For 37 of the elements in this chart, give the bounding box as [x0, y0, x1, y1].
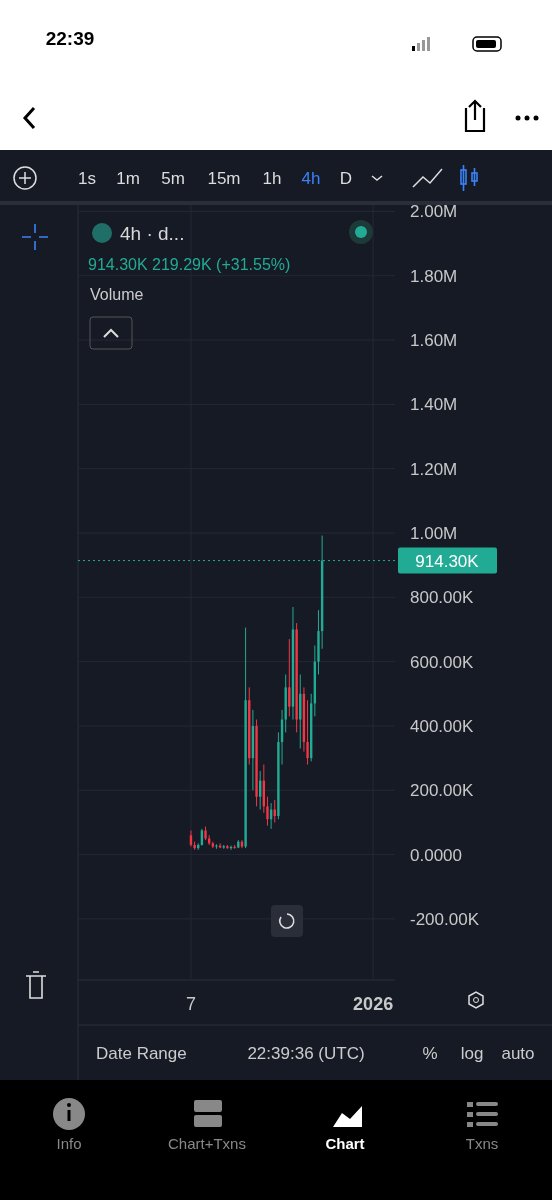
text: 914.30K 219.29K (+31.55%) — [88, 256, 291, 273]
x-tick-label: 7 — [185, 994, 196, 1014]
y-tick-label: 200.00K — [410, 781, 474, 801]
text: 5m — [161, 169, 185, 188]
text: 22:39 — [45, 28, 95, 49]
text: Info — [56, 1135, 82, 1152]
text: 1m — [116, 169, 140, 188]
y-tick-label: 1.80M — [410, 266, 458, 286]
y-tick-label: -200.00K — [410, 909, 480, 929]
text: 22:39:36 (UTC) — [247, 1044, 365, 1063]
text: 4h · d... — [120, 223, 185, 244]
y-tick-label: 800.00K — [410, 588, 474, 608]
candlestick — [288, 638, 291, 717]
y-tick-label: 1.60M — [410, 331, 458, 351]
text: log — [460, 1044, 484, 1063]
text: auto — [501, 1044, 535, 1063]
y-tick-label: 0.0000 — [410, 845, 462, 865]
y-tick-label: 1.20M — [410, 459, 458, 479]
text: % — [422, 1044, 438, 1063]
text: Txns — [465, 1135, 499, 1152]
y-tick-label: 1.40M — [410, 395, 458, 415]
text: Date Range — [96, 1044, 187, 1063]
text: Chart+Txns — [168, 1135, 246, 1152]
annotation: Volume — [90, 286, 144, 303]
y-tick-label: 400.00K — [410, 716, 474, 736]
y-tick-label: 1.00M — [410, 523, 458, 543]
text: 1h — [262, 169, 282, 188]
text: D — [339, 169, 353, 188]
text: Chart — [325, 1135, 365, 1152]
text: 4h — [301, 169, 321, 188]
y-tick-label: 600.00K — [410, 652, 474, 672]
text: 1s — [78, 169, 96, 188]
candlestick — [266, 796, 269, 827]
text: 15m — [207, 169, 241, 188]
ref-line-label: 914.30K — [415, 551, 480, 571]
y-tick-label: 2.00M — [410, 202, 458, 222]
x-tick-label: 2026 — [353, 994, 394, 1014]
